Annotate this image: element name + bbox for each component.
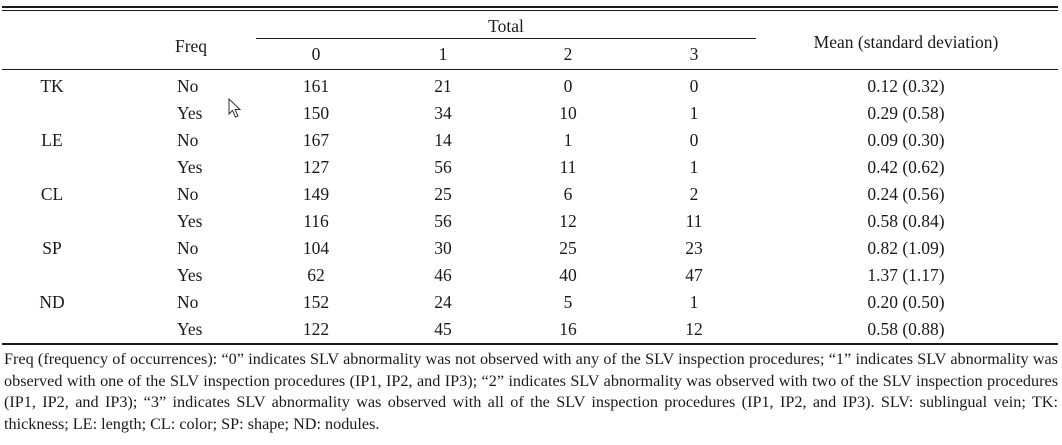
table-row: ND No 152 24 5 1 0.20 (0.50) — [0, 289, 1062, 316]
cell-mean: 0.24 (0.56) — [867, 184, 945, 204]
row-freq: Yes — [177, 319, 203, 339]
cell-level-3: 2 — [689, 184, 699, 204]
cell-level-0: 149 — [302, 184, 330, 204]
cell-level-2: 10 — [559, 103, 577, 123]
cell-level-0: 62 — [307, 265, 325, 285]
cell-level-1: 34 — [434, 103, 452, 123]
cell-mean: 0.09 (0.30) — [867, 130, 945, 150]
header-mean: Mean (standard deviation) — [813, 32, 999, 52]
cell-level-0: 122 — [302, 319, 330, 339]
row-category: TK — [40, 76, 64, 96]
cell-level-2: 12 — [559, 211, 577, 231]
header-freq: Freq — [174, 36, 208, 56]
table-row: Yes 116 56 12 11 0.58 (0.84) — [0, 208, 1062, 235]
row-freq: Yes — [177, 211, 203, 231]
cell-level-3: 12 — [685, 319, 703, 339]
row-freq: No — [177, 184, 199, 204]
cell-mean: 0.20 (0.50) — [867, 292, 945, 312]
cell-level-2: 40 — [559, 265, 577, 285]
cell-level-2: 1 — [563, 130, 573, 150]
cell-level-3: 0 — [689, 76, 699, 96]
cell-mean: 0.58 (0.88) — [867, 319, 945, 339]
cell-level-0: 127 — [302, 157, 330, 177]
cell-mean: 0.12 (0.32) — [867, 76, 945, 96]
cell-level-0: 167 — [302, 130, 330, 150]
row-freq: Yes — [177, 157, 203, 177]
cell-mean: 0.82 (1.09) — [867, 238, 945, 258]
table-bottom-rule — [2, 343, 1058, 345]
row-category: LE — [41, 130, 63, 150]
table-row: Yes 62 46 40 47 1.37 (1.17) — [0, 262, 1062, 289]
table-row: Yes 150 34 10 1 0.29 (0.58) — [0, 100, 1062, 127]
cell-level-1: 14 — [434, 130, 452, 150]
cell-level-1: 56 — [434, 211, 452, 231]
cell-level-2: 16 — [559, 319, 577, 339]
header-level-1: 1 — [438, 44, 448, 64]
cell-level-3: 1 — [689, 157, 699, 177]
row-category: CL — [40, 184, 64, 204]
header-bottom-rule — [2, 69, 1058, 70]
cell-mean: 0.42 (0.62) — [867, 157, 945, 177]
cell-level-2: 6 — [563, 184, 573, 204]
cell-level-2: 11 — [559, 157, 577, 177]
cell-level-0: 116 — [303, 211, 329, 231]
header-level-3: 3 — [689, 44, 699, 64]
cell-level-3: 1 — [689, 292, 699, 312]
row-freq: No — [177, 238, 199, 258]
cell-mean: 0.58 (0.84) — [867, 211, 945, 231]
cell-level-3: 1 — [689, 103, 699, 123]
cell-level-0: 161 — [302, 76, 330, 96]
row-freq: No — [177, 76, 199, 96]
cell-level-2: 0 — [563, 76, 573, 96]
cell-mean: 1.37 (1.17) — [867, 265, 945, 285]
cell-mean: 0.29 (0.58) — [867, 103, 945, 123]
row-category: SP — [42, 238, 62, 258]
mouse-pointer-icon — [228, 98, 242, 118]
cell-level-3: 23 — [685, 238, 703, 258]
cell-level-1: 45 — [434, 319, 452, 339]
cell-level-3: 0 — [689, 130, 699, 150]
cell-level-1: 25 — [434, 184, 452, 204]
row-freq: No — [177, 130, 199, 150]
cell-level-1: 46 — [434, 265, 452, 285]
row-freq: Yes — [177, 265, 203, 285]
cell-level-2: 5 — [563, 292, 573, 312]
table-top-rule — [2, 6, 1058, 8]
cell-level-0: 150 — [302, 103, 330, 123]
table-row: LE No 167 14 1 0 0.09 (0.30) — [0, 127, 1062, 154]
cell-level-2: 25 — [559, 238, 577, 258]
header-level-2: 2 — [563, 44, 573, 64]
table-row: Yes 122 45 16 12 0.58 (0.88) — [0, 316, 1062, 343]
cell-level-3: 11 — [685, 211, 703, 231]
cell-level-0: 104 — [302, 238, 330, 258]
table-row: CL No 149 25 6 2 0.24 (0.56) — [0, 181, 1062, 208]
table-row: TK No 161 21 0 0 0.12 (0.32) — [0, 73, 1062, 100]
cell-level-1: 56 — [434, 157, 452, 177]
cell-level-3: 47 — [685, 265, 703, 285]
row-category: ND — [39, 292, 65, 312]
row-freq: Yes — [177, 103, 203, 123]
table-top-rule-thin — [2, 10, 1058, 11]
cell-level-1: 30 — [434, 238, 452, 258]
header-level-0: 0 — [311, 44, 321, 64]
cell-level-1: 24 — [434, 292, 452, 312]
cell-level-1: 21 — [434, 76, 452, 96]
table-row: SP No 104 30 25 23 0.82 (1.09) — [0, 235, 1062, 262]
table-row: Yes 127 56 11 1 0.42 (0.62) — [0, 154, 1062, 181]
header-total-underline — [256, 38, 756, 39]
row-freq: No — [177, 292, 199, 312]
table-footnote: Freq (frequency of occurrences): “0” ind… — [4, 350, 1058, 433]
cell-level-0: 152 — [302, 292, 330, 312]
header-total: Total — [488, 16, 524, 36]
